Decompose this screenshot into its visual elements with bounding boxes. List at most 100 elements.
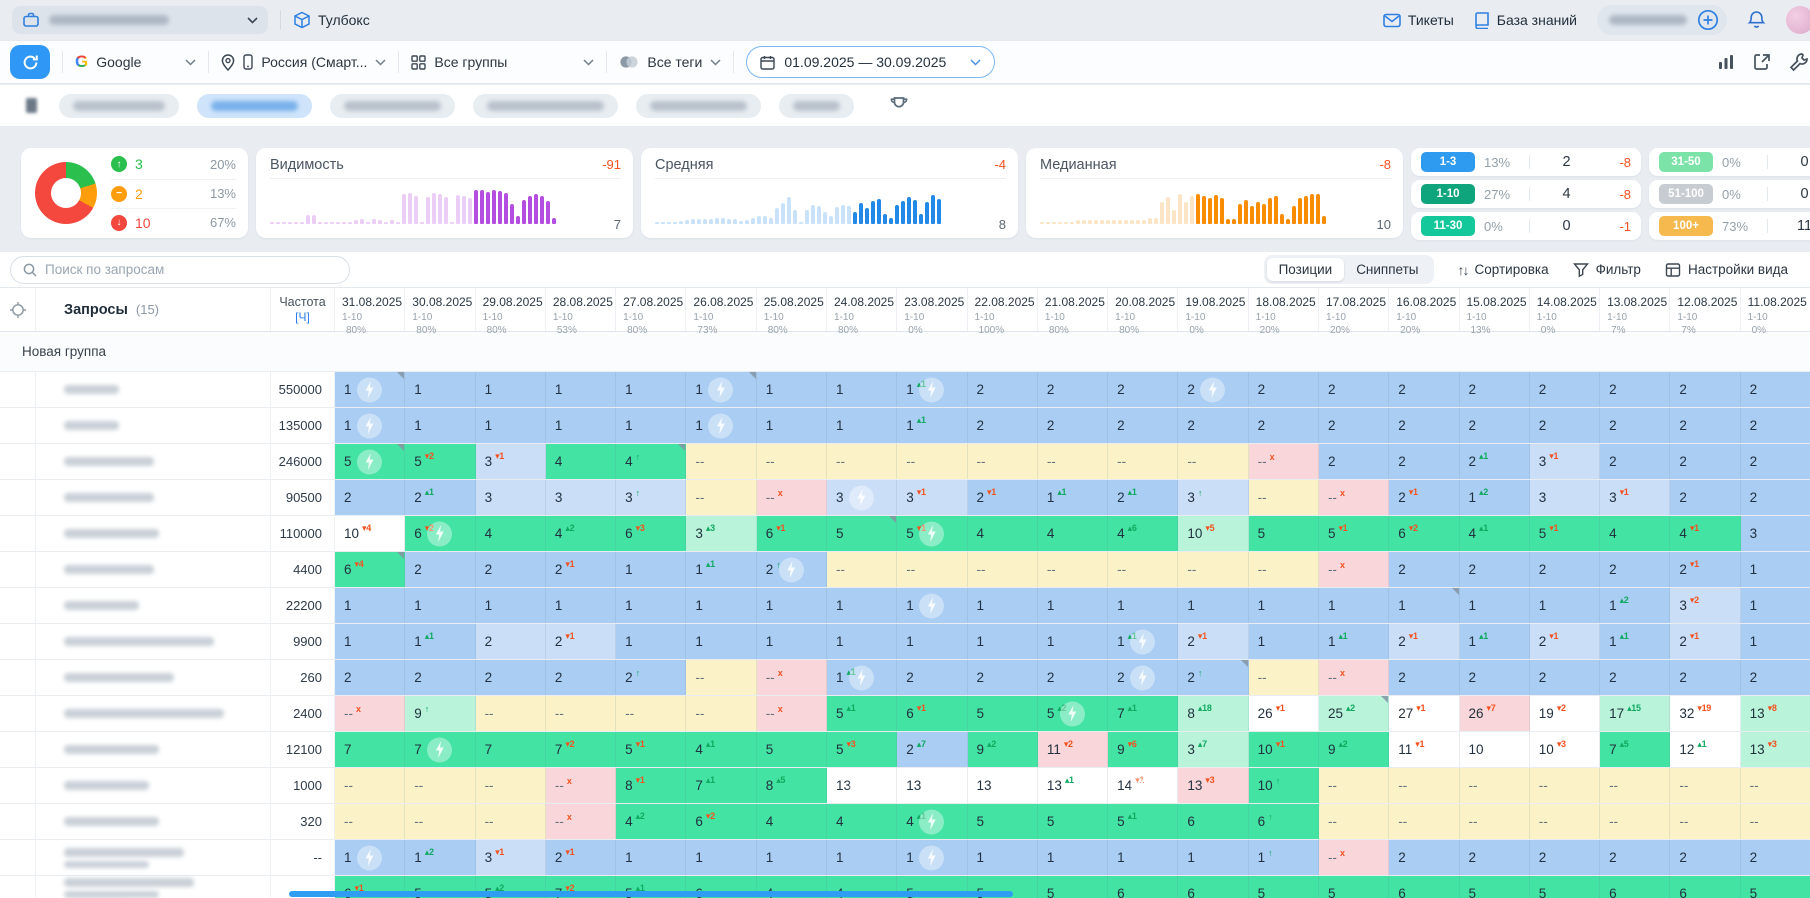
- table-row[interactable]: 12100 7 7 7 7 ▾2 5 ▾1 4 ▴1 5 5 ▾3 2 ▴7 9 ▴2 11 ▾2 9 ▾6 3 ▴7 10 ▾…: [0, 732, 1810, 768]
- position-cell[interactable]: 2: [1459, 408, 1530, 443]
- position-cell[interactable]: 10 ▾3: [1529, 732, 1601, 767]
- position-cell[interactable]: 6: [1670, 876, 1741, 898]
- date-column-header[interactable]: 18.08.2025 1-10 20%: [1249, 288, 1319, 336]
- position-cell[interactable]: 8 ▴5: [756, 768, 827, 803]
- position-cell[interactable]: 2: [1248, 408, 1319, 443]
- position-cell[interactable]: 5: [1037, 804, 1109, 839]
- position-cell[interactable]: 1 ▴1: [405, 624, 476, 659]
- position-cell[interactable]: 1: [475, 588, 546, 623]
- position-cell[interactable]: 1: [686, 372, 757, 407]
- queries-column-header[interactable]: Запросы (15): [36, 288, 271, 331]
- position-cell[interactable]: 2: [1529, 552, 1601, 587]
- position-cell[interactable]: 3 ▾1: [1529, 444, 1601, 479]
- position-cell[interactable]: 1: [686, 408, 757, 443]
- position-cell[interactable]: 1: [1740, 588, 1810, 623]
- position-cell[interactable]: 6 ▾2: [1389, 516, 1460, 551]
- position-cell[interactable]: 1 ▴2: [405, 840, 476, 875]
- filter-button[interactable]: Фильтр: [1572, 262, 1641, 278]
- position-cell[interactable]: 5: [1248, 516, 1319, 551]
- position-cell[interactable]: 5 ▾3: [826, 732, 898, 767]
- wrench-icon[interactable]: [1788, 51, 1810, 73]
- position-cell[interactable]: 2 ▾1: [1670, 552, 1741, 587]
- position-cell[interactable]: 2: [1459, 840, 1530, 875]
- position-cell[interactable]: 3 ▾1: [1600, 480, 1671, 515]
- position-cell[interactable]: 7 ▴1: [686, 768, 757, 803]
- position-cell[interactable]: 1: [826, 588, 898, 623]
- position-cell[interactable]: 6: [1108, 876, 1179, 898]
- position-cell[interactable]: 4 ▴1: [686, 732, 757, 767]
- position-cell[interactable]: --: [1248, 480, 1319, 515]
- position-cell[interactable]: 1: [897, 588, 968, 623]
- position-cell[interactable]: 4: [1600, 516, 1671, 551]
- position-cell[interactable]: 3: [826, 480, 898, 515]
- position-cell[interactable]: 13 ▾3: [1178, 768, 1249, 803]
- position-cell[interactable]: 7: [475, 732, 546, 767]
- table-row[interactable]: 320 -- -- -- -- x 4 ▴2 6 ▾2 4 4 4 ▴1 5 5 5 ▴1 6 6 ↑ -- -- -- -- -…: [0, 804, 1810, 840]
- position-cell[interactable]: 2: [1389, 408, 1460, 443]
- position-cell[interactable]: 1: [756, 372, 827, 407]
- date-column-header[interactable]: 30.08.2025 1-10 80%: [405, 288, 476, 336]
- position-cell[interactable]: 1: [616, 372, 687, 407]
- query-name-cell[interactable]: [36, 660, 271, 695]
- position-cell[interactable]: 6▾1: [897, 696, 968, 731]
- position-cell[interactable]: 4 ▴1: [897, 804, 968, 839]
- position-cell[interactable]: 3 ▾2: [1670, 588, 1741, 623]
- query-name-cell[interactable]: [36, 696, 271, 731]
- date-column-header[interactable]: 26.08.2025 1-10 73%: [686, 288, 757, 336]
- position-cell[interactable]: 1: [686, 840, 757, 875]
- position-cell[interactable]: 10 ▾1: [1248, 732, 1319, 767]
- position-cell[interactable]: --: [475, 696, 546, 731]
- position-cell[interactable]: 5 ▾1: [616, 732, 687, 767]
- position-cell[interactable]: 5: [756, 732, 827, 767]
- position-cell[interactable]: 4 ▴2: [616, 804, 687, 839]
- position-cell[interactable]: 1 ▴1: [897, 372, 968, 407]
- position-cell[interactable]: 2: [1248, 372, 1319, 407]
- position-cell[interactable]: 2: [1600, 840, 1671, 875]
- position-cell[interactable]: 1: [405, 588, 476, 623]
- query-name-cell[interactable]: [36, 732, 271, 767]
- position-cell[interactable]: --: [1389, 768, 1460, 803]
- position-cell[interactable]: 6 ▾4: [335, 552, 406, 587]
- position-cell[interactable]: 1: [826, 408, 898, 443]
- position-cell[interactable]: --: [1670, 804, 1741, 839]
- position-cell[interactable]: 9 ↑: [405, 696, 476, 731]
- search-engine-selector[interactable]: G Google: [75, 52, 196, 72]
- position-cell[interactable]: 7▾2: [545, 732, 617, 767]
- position-cell[interactable]: 1 ▴1: [1108, 624, 1179, 659]
- position-cell[interactable]: 5: [335, 444, 406, 479]
- position-cell[interactable]: -- x: [545, 768, 617, 803]
- position-cell[interactable]: 2: [1740, 444, 1810, 479]
- position-cell[interactable]: 1 ▴1: [897, 408, 968, 443]
- groups-selector[interactable]: Все группы: [411, 54, 594, 70]
- position-cell[interactable]: 5: [1248, 876, 1319, 898]
- position-cell[interactable]: 2 ↑: [616, 660, 687, 695]
- position-cell[interactable]: 1: [475, 372, 546, 407]
- position-cell[interactable]: 1: [1740, 624, 1810, 659]
- position-cell[interactable]: 6: [1600, 876, 1671, 898]
- table-row[interactable]: 135000 1 1 1 1 1 1 1 1 1 ▴1 2 2 2 2 2 2 2 2 2 2 2 2: [0, 408, 1810, 444]
- position-cell[interactable]: 2: [475, 624, 546, 659]
- table-row[interactable]: 1000 -- -- -- -- x 8 ▾1 7 ▴1 8 ▴5 13 13 13 13 ▴1 14 ▾1 13 ▾3…: [0, 768, 1810, 804]
- position-cell[interactable]: 1: [616, 840, 687, 875]
- date-column-header[interactable]: 19.08.2025 1-10 0%: [1178, 288, 1249, 336]
- position-cell[interactable]: --: [335, 768, 406, 803]
- position-cell[interactable]: 2: [1600, 444, 1671, 479]
- position-cell[interactable]: 26 ▾7: [1459, 696, 1530, 731]
- query-search[interactable]: [10, 255, 350, 284]
- position-cell[interactable]: 10 ▾4: [335, 516, 406, 551]
- query-name-cell[interactable]: [36, 444, 271, 479]
- position-cell[interactable]: 1: [1037, 624, 1109, 659]
- position-cell[interactable]: 5 ▾2: [405, 444, 476, 479]
- position-cell[interactable]: 2 ▾1: [1389, 480, 1460, 515]
- position-cell[interactable]: 6 ▾2: [686, 804, 757, 839]
- date-column-header[interactable]: 25.08.2025 1-10 80%: [757, 288, 827, 336]
- row-select-cell[interactable]: [0, 660, 36, 695]
- position-cell[interactable]: 2: [1529, 408, 1601, 443]
- tag-pill[interactable]: [779, 93, 854, 118]
- position-cell[interactable]: 2 ▾1: [967, 480, 1038, 515]
- tag-pill[interactable]: [330, 93, 455, 118]
- row-select-cell[interactable]: [0, 624, 36, 659]
- query-name-cell[interactable]: [36, 588, 271, 623]
- position-cell[interactable]: 13 ▾3: [1740, 732, 1810, 767]
- position-cell[interactable]: 2: [1459, 552, 1530, 587]
